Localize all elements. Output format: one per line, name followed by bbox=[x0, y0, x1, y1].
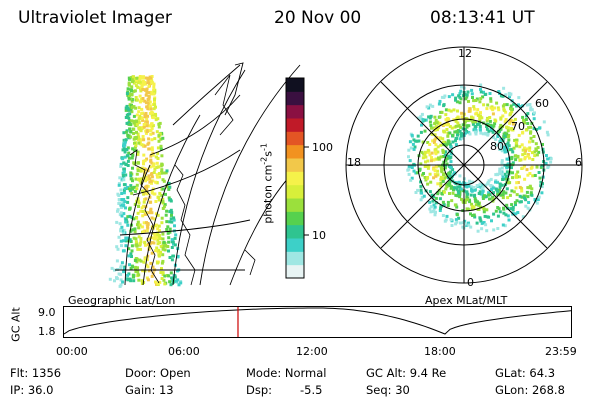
altitude-plot bbox=[63, 306, 573, 338]
lat-label-80: 80 bbox=[490, 140, 504, 153]
colorbar bbox=[285, 77, 309, 279]
time-label: 08:13:41 UT bbox=[430, 8, 535, 28]
altitude-ylabel: GC Alt bbox=[9, 307, 23, 342]
mode-value: Mode: Normal bbox=[246, 366, 327, 380]
instrument-title: Ultraviolet Imager bbox=[18, 8, 172, 28]
apex-label: Apex MLat/MLT bbox=[425, 294, 508, 307]
xtick-0600: 06:00 bbox=[168, 345, 200, 358]
xtick-1200: 12:00 bbox=[296, 345, 328, 358]
date-label: 20 Nov 00 bbox=[274, 8, 362, 28]
geographic-label: Geographic Lat/Lon bbox=[68, 294, 176, 307]
mlt-label-12: 12 bbox=[458, 47, 472, 60]
colorbar-tick-10: 10 bbox=[312, 229, 326, 242]
dsp-value: -5.5 bbox=[300, 383, 323, 397]
altitude-ytick-1-8: 1.8 bbox=[38, 325, 56, 338]
polar-plot bbox=[345, 46, 583, 284]
colorbar-unit-exp2: -1 bbox=[259, 143, 269, 151]
ip-value: IP: 36.0 bbox=[10, 383, 54, 397]
gain-value: Gain: 13 bbox=[125, 383, 174, 397]
colorbar-unit-label: photon cm-2s-1 bbox=[260, 108, 275, 258]
flight-number: Flt: 1356 bbox=[10, 366, 62, 380]
sequence-value: Seq: 30 bbox=[366, 383, 410, 397]
mlt-label-18: 18 bbox=[347, 156, 361, 169]
xtick-1800: 18:00 bbox=[424, 345, 456, 358]
altitude-ytick-9: 9.0 bbox=[38, 306, 56, 319]
geo-longitude: GLon: 268.8 bbox=[495, 383, 565, 397]
lat-label-60: 60 bbox=[535, 97, 549, 110]
mlt-label-6: 6 bbox=[575, 156, 582, 169]
colorbar-tick-100: 100 bbox=[312, 141, 333, 154]
dsp-label: Dsp: bbox=[246, 383, 273, 397]
colorbar-unit-main: photon cm bbox=[261, 164, 275, 224]
xtick-0000: 00:00 bbox=[56, 345, 88, 358]
geo-latitude: GLat: 64.3 bbox=[495, 366, 556, 380]
xtick-2359: 23:59 bbox=[545, 345, 577, 358]
mlt-label-0: 0 bbox=[467, 276, 474, 289]
colorbar-unit-s: s bbox=[261, 150, 275, 157]
gc-altitude: GC Alt: 9.4 Re bbox=[366, 366, 447, 380]
colorbar-unit-exp1: -2 bbox=[259, 156, 269, 165]
lat-label-70: 70 bbox=[511, 120, 525, 133]
geographic-map bbox=[108, 62, 301, 288]
door-status: Door: Open bbox=[125, 366, 191, 380]
